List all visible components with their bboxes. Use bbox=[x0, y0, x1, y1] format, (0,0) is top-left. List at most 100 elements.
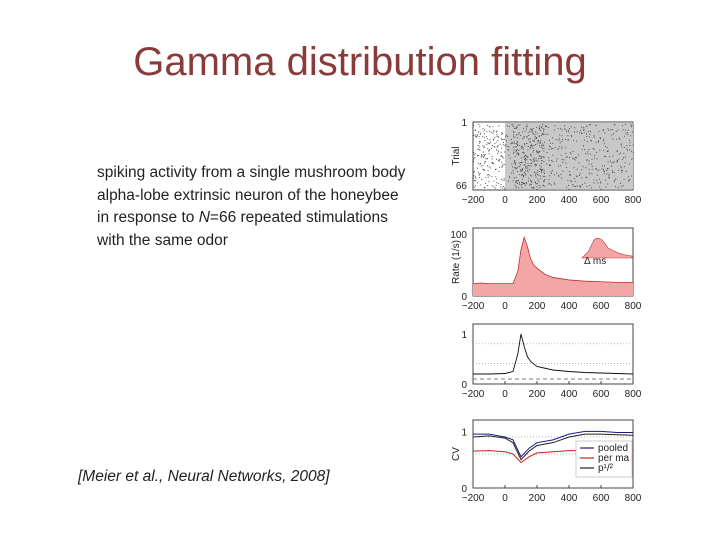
raster-spike bbox=[532, 158, 534, 160]
raster-spike bbox=[534, 160, 535, 162]
raster-spike bbox=[541, 171, 543, 173]
cv-legend-label: per ma bbox=[598, 453, 630, 464]
raster-spike bbox=[477, 148, 479, 150]
raster-spike bbox=[516, 144, 518, 146]
raster-spike bbox=[494, 142, 496, 144]
raster-spike bbox=[475, 176, 476, 178]
raster-spike bbox=[613, 172, 615, 173]
raster-spike bbox=[507, 136, 509, 138]
raster-spike bbox=[537, 151, 539, 153]
raster-spike bbox=[529, 184, 530, 186]
raster-spike bbox=[606, 169, 608, 171]
raster-spike bbox=[561, 135, 563, 137]
raster-spike bbox=[478, 131, 480, 133]
raster-spike bbox=[529, 138, 531, 140]
raster-spike bbox=[496, 149, 497, 151]
raster-spike bbox=[539, 185, 541, 187]
raster-spike bbox=[495, 169, 497, 171]
raster-spike bbox=[486, 131, 488, 133]
raster-spike bbox=[552, 160, 554, 162]
raster-spike bbox=[550, 164, 552, 166]
raster-spike bbox=[555, 139, 557, 141]
raster-spike bbox=[480, 163, 482, 164]
raster-spike bbox=[521, 182, 523, 183]
description-n-variable: N bbox=[198, 209, 210, 226]
raster-spike bbox=[478, 124, 480, 125]
raster-spike bbox=[488, 143, 490, 144]
raster-spike bbox=[611, 171, 613, 173]
raster-spike bbox=[630, 124, 632, 126]
raster-spike bbox=[581, 133, 583, 135]
raster-spike bbox=[551, 184, 552, 186]
raster-spike bbox=[541, 125, 543, 127]
raster-spike bbox=[513, 136, 515, 138]
raster-spike bbox=[626, 132, 628, 134]
raster-spike bbox=[518, 187, 520, 189]
raster-spike bbox=[549, 139, 550, 141]
raster-spike bbox=[529, 141, 531, 143]
raster-spike bbox=[536, 151, 538, 153]
raster-spike bbox=[539, 175, 541, 177]
raster-spike bbox=[506, 125, 508, 127]
raster-spike bbox=[616, 138, 618, 140]
raster-spike bbox=[493, 180, 495, 182]
raster-spike bbox=[512, 124, 514, 126]
raster-spike bbox=[558, 138, 560, 140]
raster-spike bbox=[532, 140, 534, 142]
raster-spike bbox=[618, 169, 620, 171]
raster-spike bbox=[481, 155, 483, 157]
raster-spike bbox=[570, 126, 572, 128]
raster-spike bbox=[536, 150, 538, 152]
raster-spike bbox=[508, 175, 510, 177]
raster-spike bbox=[520, 147, 522, 149]
raster-spike bbox=[518, 162, 520, 164]
raster-spike bbox=[515, 150, 517, 152]
raster-spike bbox=[520, 162, 522, 164]
panel-3-x-tick-label: 200 bbox=[529, 389, 546, 400]
raster-spike bbox=[483, 186, 485, 188]
raster-spike bbox=[524, 170, 526, 172]
raster-spike bbox=[514, 167, 516, 168]
raster-spike bbox=[530, 144, 532, 146]
raster-spike bbox=[531, 146, 533, 147]
raster-spike bbox=[495, 168, 497, 170]
raster-spike bbox=[484, 155, 485, 157]
raster-spike bbox=[539, 155, 540, 157]
raster-spike bbox=[515, 142, 517, 144]
raster-spike bbox=[515, 181, 517, 183]
raster-spike bbox=[515, 146, 517, 148]
raster-spike bbox=[488, 149, 490, 151]
raster-spike bbox=[548, 183, 550, 185]
panel-4-x-tick-label: 200 bbox=[529, 493, 546, 504]
raster-spike bbox=[611, 134, 613, 136]
raster-spike bbox=[486, 158, 488, 160]
raster-spike bbox=[522, 147, 524, 149]
raster-spike bbox=[514, 136, 516, 138]
raster-spike bbox=[560, 165, 562, 167]
raster-spike bbox=[512, 180, 514, 182]
raster-spike bbox=[579, 173, 581, 175]
raster-spike bbox=[486, 143, 488, 145]
raster-spike bbox=[629, 142, 631, 144]
raster-spike bbox=[573, 177, 575, 179]
raster-spike bbox=[562, 161, 564, 163]
raster-spike bbox=[563, 128, 565, 130]
raster-spike bbox=[513, 141, 515, 143]
raster-spike bbox=[528, 134, 530, 136]
raster-spike bbox=[570, 135, 572, 137]
raster-spike bbox=[608, 176, 610, 178]
raster-spike bbox=[484, 169, 486, 171]
raster-spike bbox=[596, 179, 598, 181]
raster-spike bbox=[578, 185, 580, 187]
raster-spike bbox=[532, 147, 534, 149]
raster-spike bbox=[501, 161, 503, 163]
raster-spike bbox=[528, 168, 530, 170]
raster-spike bbox=[492, 163, 494, 164]
raster-spike bbox=[532, 128, 534, 129]
raster-spike bbox=[482, 135, 484, 137]
raster-spike bbox=[540, 126, 542, 128]
panel-3-frame bbox=[472, 323, 634, 385]
panel-4-x-tick-label: 400 bbox=[561, 493, 578, 504]
raster-spike bbox=[487, 148, 489, 150]
